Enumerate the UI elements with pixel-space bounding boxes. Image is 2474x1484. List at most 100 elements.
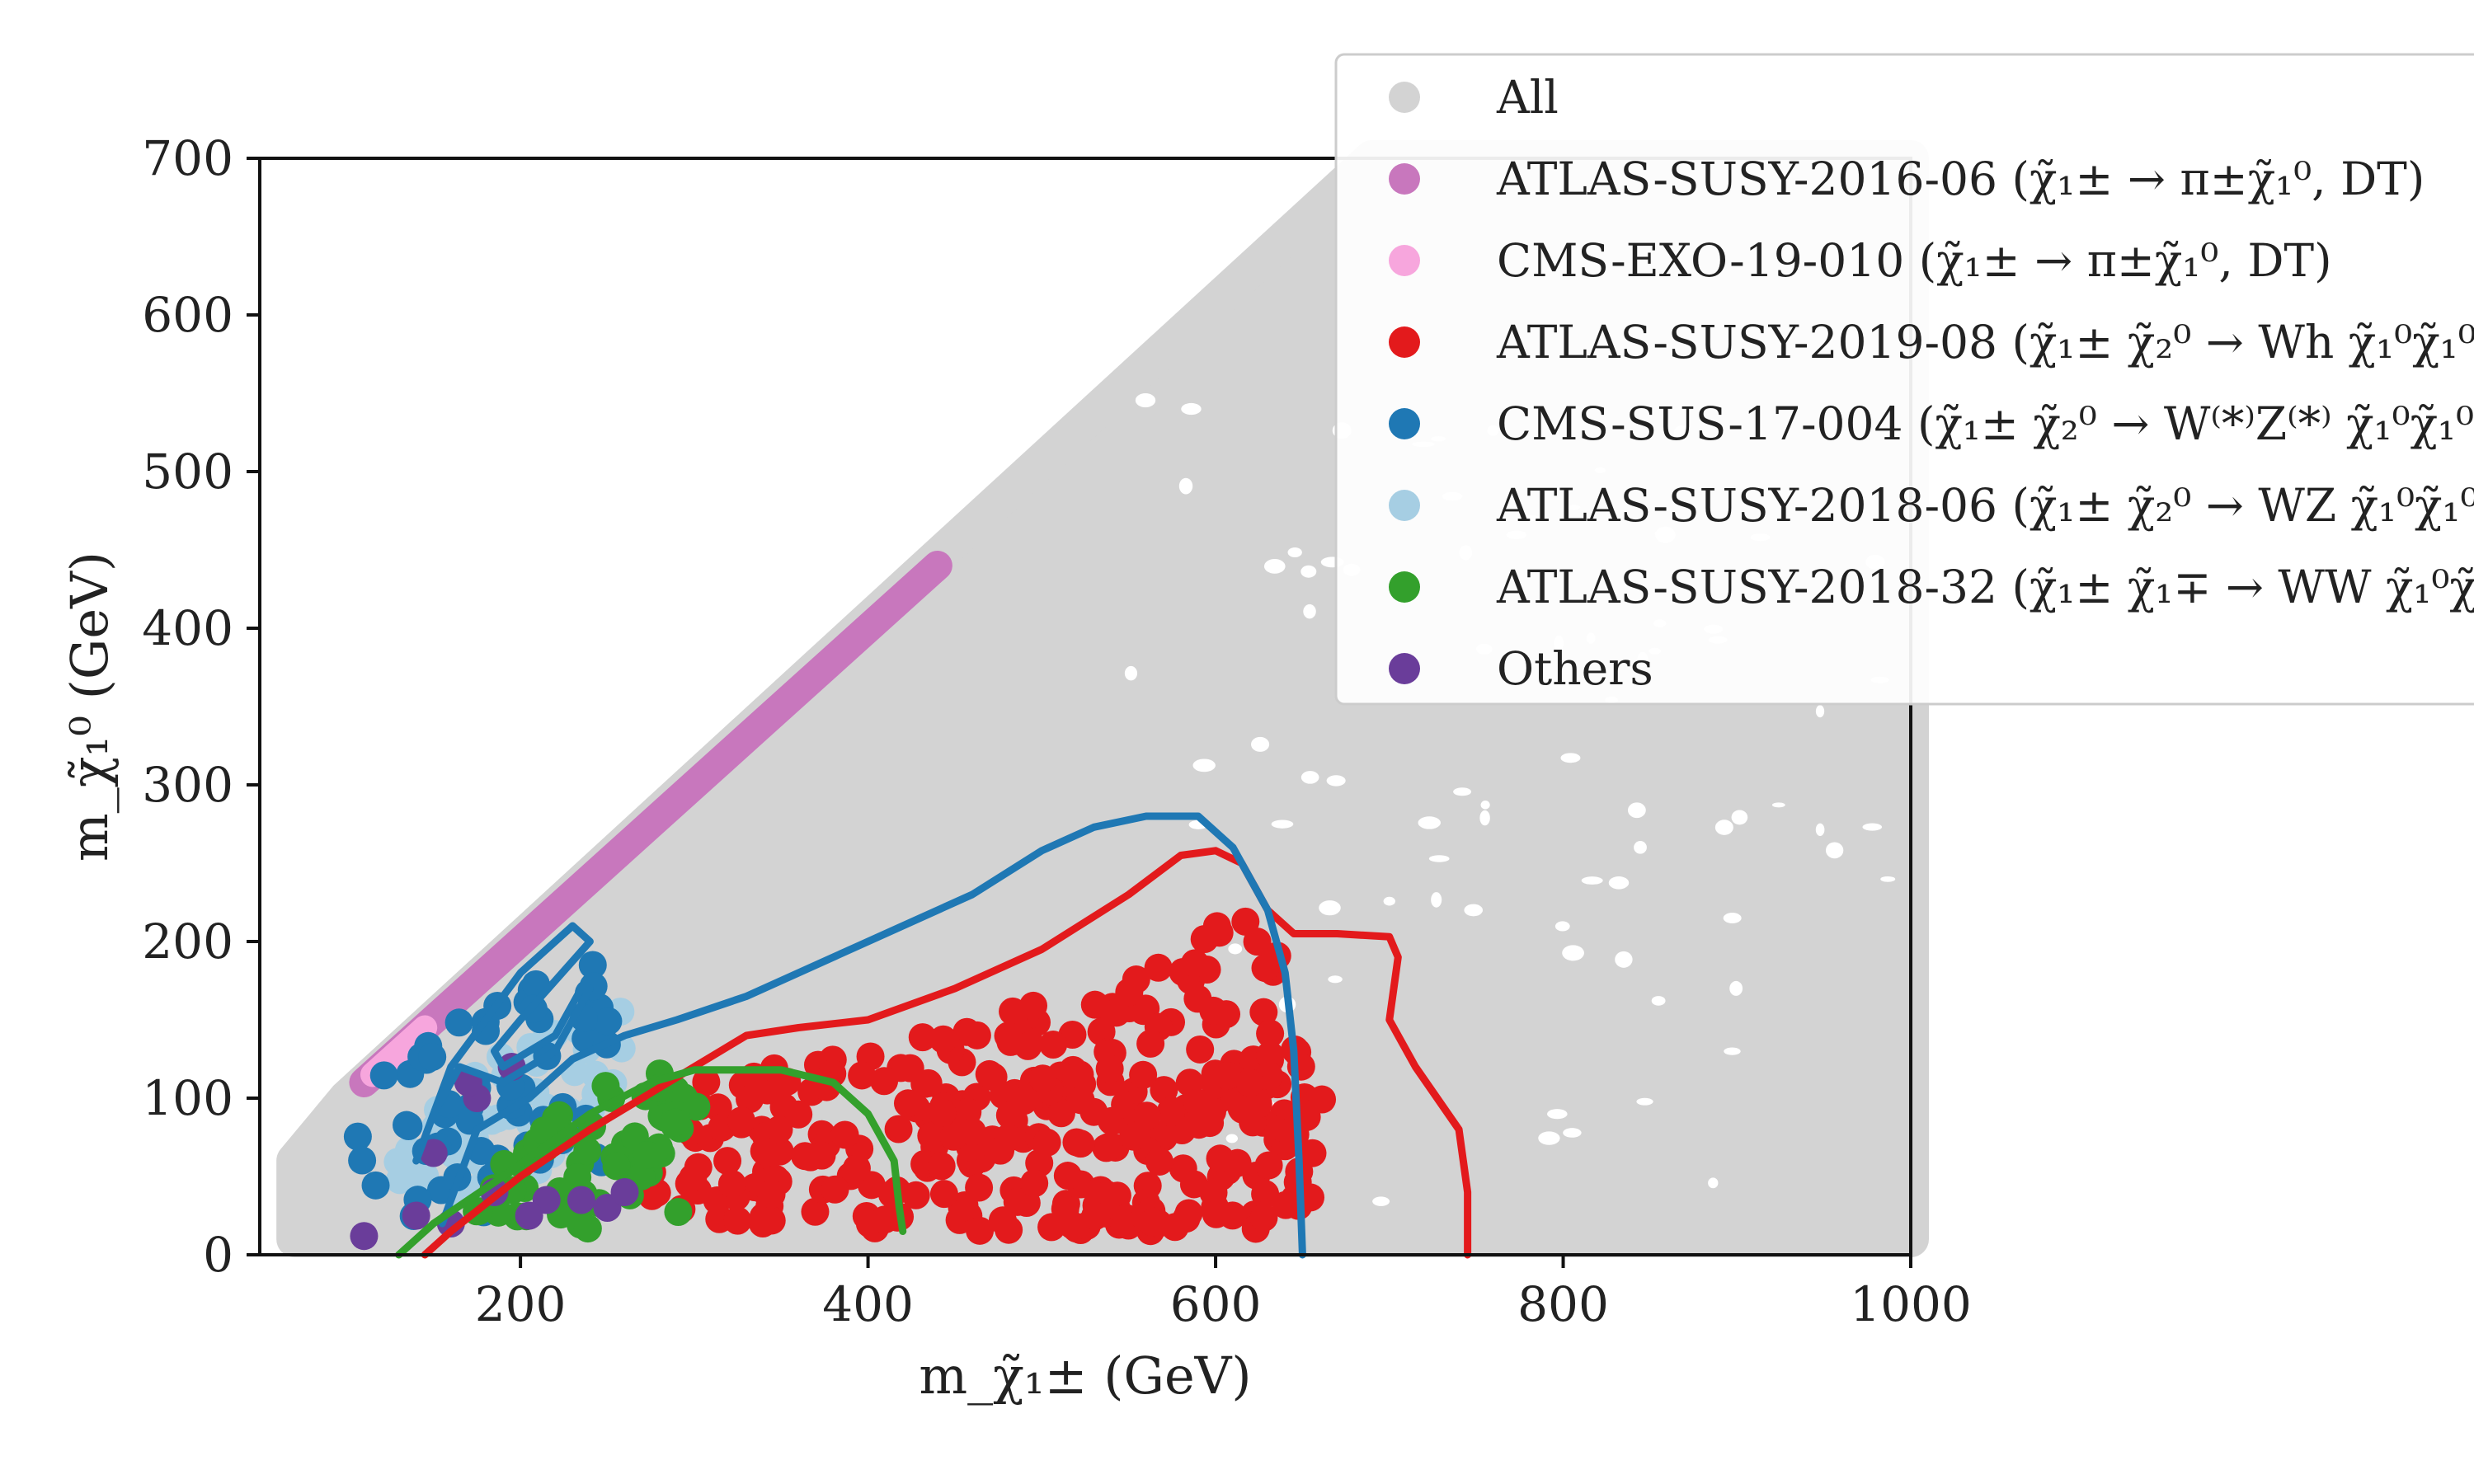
y-axis-label: m_χ̃₁⁰ (GeV) [59,552,120,862]
series-cms-sus-17-004-point [444,1008,473,1037]
series-atlas-2019-08-point [1180,949,1209,978]
plot-frame [258,157,1912,1256]
all-region-gap [1634,841,1647,854]
series-atlas-2019-08-point [1053,1162,1082,1190]
all-region-gap [1303,603,1316,619]
all-region-gap [1724,1047,1741,1055]
all-region-gap [1563,1128,1582,1138]
all-region-gap [1300,771,1319,784]
all-region-gap [1431,892,1442,908]
all-region-gap [1479,810,1490,826]
series-atlas-2019-08-point [917,1121,946,1150]
series-atlas-2019-08-point [1081,1202,1110,1231]
series-atlas-2019-08-point [1065,1060,1094,1089]
series-atlas-2019-08-point [1256,1040,1285,1069]
all-region-gap [1714,819,1733,835]
y-tick-label: 100 [142,1070,233,1126]
series-atlas-2019-08-point [884,1115,913,1144]
atlas-2016-06-band [349,551,952,1097]
all-region-gap [1880,876,1896,882]
series-atlas-2019-08-point [1058,1211,1087,1240]
series-atlas-2019-08-point [965,1173,994,1202]
legend-entry-label: ATLAS-SUSY-2016-06 (χ̃₁± → π±χ̃₁⁰, DT) [1496,153,2425,205]
all-region-gap [1251,736,1270,752]
series-atlas-2019-08-point [1199,996,1228,1025]
series-atlas-2019-08-point [966,1216,995,1245]
series-atlas-2018-06-point [385,1166,414,1195]
legend-entry-label: All [1496,71,1559,124]
y-tick-label: 300 [142,757,233,813]
series-atlas-2019-08-point [1037,1213,1066,1242]
all-region-gap [1192,758,1216,773]
others-point [610,1178,639,1206]
all-region-gap [1372,1196,1390,1206]
series-atlas-2019-08-point [957,1117,986,1146]
x-tick-label: 200 [475,1276,567,1332]
y-tick-label: 500 [142,444,233,500]
series-atlas-2019-08-point [928,1098,957,1127]
all-region-gap [1615,951,1633,968]
series-atlas-2019-08-point [713,1147,742,1176]
all-region-gap [1383,896,1395,906]
legend-marker [1389,326,1420,358]
all-region-gap [1124,665,1138,681]
all-region-gap [1319,900,1341,916]
all-region-gap [1723,913,1742,923]
y-tick-label: 200 [142,913,233,970]
series-atlas-2019-08-point [1039,1031,1068,1059]
series-atlas-2019-08-point [1080,990,1109,1019]
exclusion-curve-0 [421,847,1472,1259]
series-atlas-2019-08-point [908,1023,937,1052]
series-atlas-2018-32-point [664,1198,693,1227]
series-atlas-2019-08-point [1115,978,1144,1007]
series-atlas-2019-08-point [1132,1101,1161,1130]
legend-entry-label: CMS-SUS-17-004 (χ̃₁± χ̃₂⁰ → W⁽*⁾Z⁽*⁾ χ̃₁… [1497,397,2474,450]
series-atlas-2019-08-point [1179,1170,1208,1199]
series-atlas-2019-08-point [1157,1096,1186,1125]
series-atlas-2018-32-point [602,1152,631,1181]
series-atlas-2019-08-point [996,1027,1025,1056]
series-atlas-2019-08-point [1243,928,1272,956]
series-atlas-2019-08-point [1228,1095,1257,1124]
series-atlas-2019-08-point [1003,1187,1032,1216]
series-atlas-2019-08-point [1249,998,1278,1026]
series-atlas-2019-08-point [757,1206,786,1235]
series-atlas-2018-32-point [591,1072,620,1101]
all-region-gap [1228,943,1243,955]
series-atlas-2019-08-point [801,1197,830,1226]
series-atlas-2019-08-point [723,1206,752,1235]
y-tick-label: 700 [142,130,233,186]
all-region-gap [1651,996,1666,1006]
all-region-gap [1627,802,1646,819]
all-region-gap [1708,1177,1719,1189]
legend-marker [1389,571,1420,603]
series-atlas-2019-08-point [1066,1129,1095,1158]
series-atlas-2019-08-point [848,1061,877,1090]
all-region-gap [1731,810,1748,825]
all-region-gap [1771,802,1785,808]
others-point [402,1201,430,1230]
series-atlas-2019-08-point [830,1120,859,1149]
all-region-gap [1135,392,1156,408]
series-atlas-2019-08-point [821,1175,849,1204]
series-cms-sus-17-004-point [594,1007,623,1036]
exclusion-curve-2 [412,922,594,1165]
series-atlas-2019-08-point [1249,1204,1278,1233]
series-atlas-2019-08 [637,907,1337,1246]
series-atlas-2019-08-point [893,1089,922,1118]
x-tick-label: 800 [1517,1276,1609,1332]
series-atlas-2019-08-point [962,1021,991,1050]
series-atlas-2018-32-point [573,1137,602,1166]
all-region-gap [1815,705,1825,718]
y-tick-label: 400 [142,600,233,656]
y-tick-label: 0 [203,1227,233,1283]
series-atlas-2018-32-point [633,1140,661,1169]
series-atlas-2019-08-point [1196,1109,1225,1138]
all-region-gap [1480,801,1490,810]
series-atlas-2019-08-point [784,1100,813,1129]
all-region-gap [1554,921,1570,932]
all-region-gap [1271,819,1294,829]
series-atlas-2019-08-point [764,1115,793,1144]
series-atlas-2019-08-point [1202,1200,1230,1228]
series-atlas-2019-08-point [679,1163,708,1192]
